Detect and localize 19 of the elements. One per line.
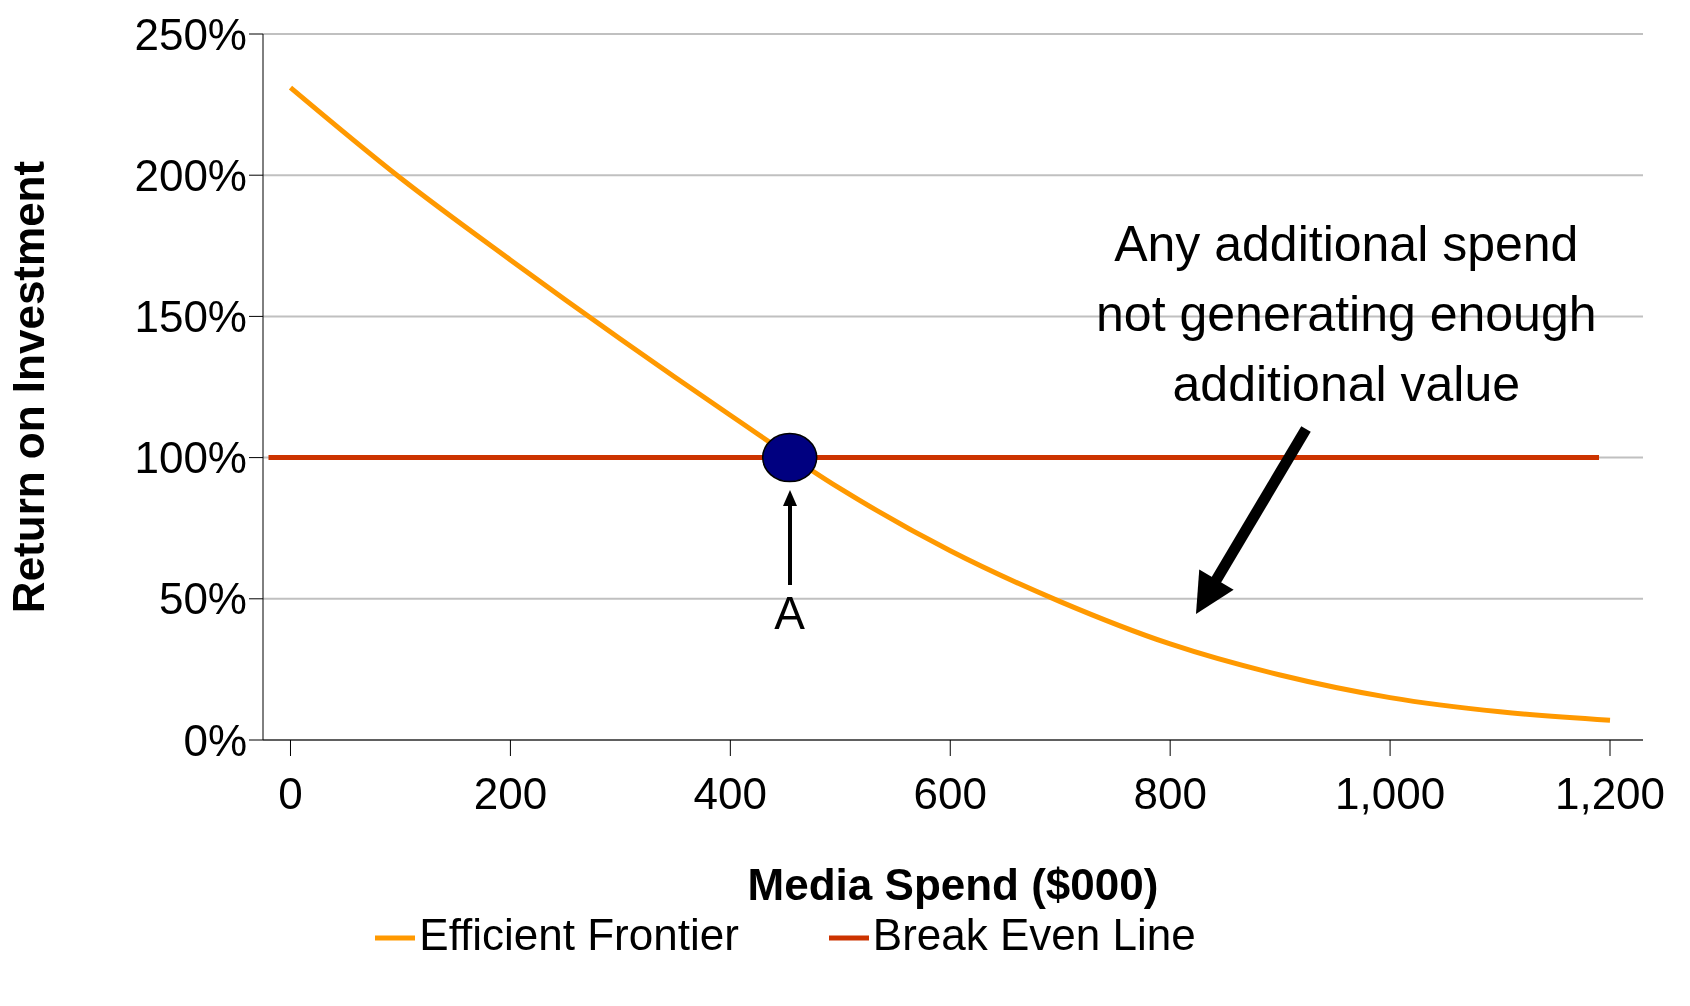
x-tick-label: 1,000: [1335, 769, 1446, 819]
legend-label: Break Even Line: [872, 910, 1196, 959]
annotation: Any additional spend not generating enough additional value: [1095, 215, 1598, 414]
y-tick-label: 150%: [134, 292, 247, 342]
x-tick-label: 600: [913, 769, 987, 819]
x-tick-label: 800: [1133, 769, 1207, 819]
y-tick-label: 250%: [134, 9, 247, 59]
x-tick-label: 200: [473, 769, 548, 819]
annotation: A: [773, 586, 807, 639]
y-tick-label: 0%: [183, 715, 247, 765]
y-axis-title: Return on Investment: [3, 160, 53, 614]
x-tick-label: 0: [278, 769, 303, 819]
x-tick-label: 1,200: [1554, 769, 1666, 819]
y-tick-label: 50%: [158, 574, 247, 624]
x-tick-label: 400: [693, 769, 768, 819]
legend-label: Efficient Frontier: [419, 910, 739, 959]
x-axis-title: Media Spend ($000): [747, 860, 1159, 909]
y-tick-label: 200%: [134, 150, 247, 200]
y-tick-label: 100%: [134, 433, 247, 483]
